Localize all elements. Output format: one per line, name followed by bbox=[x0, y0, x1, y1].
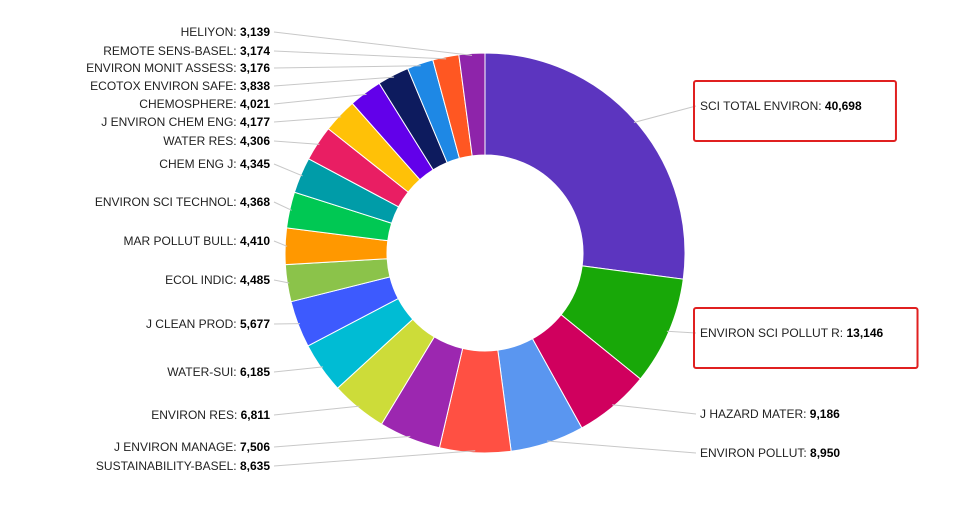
label-name: CHEMOSPHERE: bbox=[139, 97, 240, 111]
label-value: 7,506 bbox=[240, 440, 270, 454]
label-environ-pollut: ENVIRON POLLUT: 8,950 bbox=[700, 446, 840, 460]
label-value: 4,368 bbox=[240, 195, 270, 209]
label-name: ENVIRON RES: bbox=[151, 408, 240, 422]
label-value: 6,811 bbox=[241, 408, 271, 422]
label-heliyon: HELIYON: 3,139 bbox=[181, 25, 271, 39]
slice-sci-total-environ[interactable] bbox=[484, 52, 686, 280]
leader-mar-pollut-bull bbox=[273, 240, 288, 247]
label-value: 4,021 bbox=[240, 97, 270, 111]
leader-environ-monit-assess bbox=[273, 65, 421, 69]
highlight-box-sci-total-environ bbox=[693, 80, 897, 142]
label-value: 3,176 bbox=[240, 61, 270, 75]
label-value: 4,485 bbox=[240, 273, 270, 287]
label-value: 13,146 bbox=[846, 326, 883, 340]
label-value: 8,950 bbox=[810, 446, 840, 460]
leader-ecol-indic bbox=[273, 279, 290, 284]
label-value: 4,345 bbox=[240, 157, 270, 171]
leader-remote-sens-basel bbox=[273, 50, 447, 60]
label-name: MAR POLLUT BULL: bbox=[123, 234, 239, 248]
label-name: ECOTOX ENVIRON SAFE: bbox=[90, 79, 240, 93]
label-value: 40,698 bbox=[825, 99, 862, 113]
label-j-environ-manage: J ENVIRON MANAGE: 7,506 bbox=[114, 440, 270, 454]
leader-j-environ-chem-eng bbox=[273, 116, 342, 123]
label-j-environ-chem-eng: J ENVIRON CHEM ENG: 4,177 bbox=[101, 115, 270, 129]
leader-water-sui bbox=[273, 366, 324, 373]
label-name: J HAZARD MATER: bbox=[700, 407, 810, 421]
label-water-sui: WATER-SUI: 6,185 bbox=[167, 365, 270, 379]
label-name: WATER-SUI: bbox=[167, 365, 240, 379]
leader-environ-sci-technol bbox=[273, 201, 292, 211]
label-mar-pollut-bull: MAR POLLUT BULL: 4,410 bbox=[123, 234, 270, 248]
label-environ-monit-assess: ENVIRON MONIT ASSESS: 3,176 bbox=[86, 61, 270, 75]
label-name: REMOTE SENS-BASEL: bbox=[103, 44, 240, 58]
highlight-box-environ-sci-pollut-r bbox=[693, 307, 919, 369]
leader-sci-total-environ bbox=[633, 105, 697, 123]
label-value: 3,838 bbox=[240, 79, 270, 93]
label-sustainability-basel: SUSTAINABILITY-BASEL: 8,635 bbox=[96, 459, 270, 473]
label-chemosphere: CHEMOSPHERE: 4,021 bbox=[139, 97, 270, 111]
label-value: 4,306 bbox=[240, 134, 270, 148]
slice-labels: SCI TOTAL ENVIRON: 40,698 ENVIRON SCI POL… bbox=[86, 25, 883, 473]
label-water-res: WATER RES: 4,306 bbox=[163, 134, 270, 148]
label-name: J CLEAN PROD: bbox=[146, 317, 240, 331]
label-leader-lines bbox=[273, 31, 697, 467]
label-environ-sci-pollut-r: ENVIRON SCI POLLUT R: 13,146 bbox=[700, 326, 884, 340]
highlight-boxes bbox=[693, 80, 919, 369]
label-name: ECOL INDIC: bbox=[165, 273, 240, 287]
label-value: 4,410 bbox=[240, 234, 270, 248]
leader-chem-eng-j bbox=[273, 163, 303, 177]
label-sci-total-environ: SCI TOTAL ENVIRON: 40,698 bbox=[700, 99, 862, 113]
label-environ-res: ENVIRON RES: 6,811 bbox=[151, 408, 270, 422]
label-value: 6,185 bbox=[240, 365, 270, 379]
leader-j-hazard-mater bbox=[612, 404, 697, 415]
label-value: 9,186 bbox=[810, 407, 840, 421]
leader-heliyon bbox=[273, 31, 473, 56]
label-value: 5,677 bbox=[240, 317, 270, 331]
label-ecotox-environ-safe: ECOTOX ENVIRON SAFE: 3,838 bbox=[90, 79, 270, 93]
label-name: ENVIRON SCI TECHNOL: bbox=[95, 195, 240, 209]
label-name: J ENVIRON MANAGE: bbox=[114, 440, 240, 454]
leader-chemosphere bbox=[273, 93, 367, 105]
label-name: WATER RES: bbox=[163, 134, 240, 148]
label-value: 3,174 bbox=[240, 44, 270, 58]
leader-water-res bbox=[273, 140, 320, 145]
label-name: ENVIRON POLLUT: bbox=[700, 446, 810, 460]
leader-environ-sci-pollut-r bbox=[666, 330, 697, 334]
label-j-clean-prod: J CLEAN PROD: 5,677 bbox=[146, 317, 270, 331]
label-j-hazard-mater: J HAZARD MATER: 9,186 bbox=[700, 407, 840, 421]
leader-ecotox-environ-safe bbox=[273, 76, 395, 87]
donut-slices bbox=[284, 52, 686, 454]
label-name: SUSTAINABILITY-BASEL: bbox=[96, 459, 240, 473]
label-name: ENVIRON MONIT ASSESS: bbox=[86, 61, 240, 75]
label-name: ENVIRON SCI POLLUT R: bbox=[700, 326, 846, 340]
label-environ-sci-technol: ENVIRON SCI TECHNOL: 4,368 bbox=[95, 195, 270, 209]
label-remote-sens-basel: REMOTE SENS-BASEL: 3,174 bbox=[103, 44, 270, 58]
label-chem-eng-j: CHEM ENG J: 4,345 bbox=[159, 157, 270, 171]
label-name: HELIYON: bbox=[181, 25, 240, 39]
label-value: 4,177 bbox=[240, 115, 270, 129]
label-value: 3,139 bbox=[240, 25, 270, 39]
label-name: J ENVIRON CHEM ENG: bbox=[101, 115, 240, 129]
label-ecol-indic: ECOL INDIC: 4,485 bbox=[165, 273, 270, 287]
label-value: 8,635 bbox=[240, 459, 270, 473]
label-name: CHEM ENG J: bbox=[159, 157, 240, 171]
leader-sustainability-basel bbox=[273, 450, 476, 467]
leader-environ-res bbox=[273, 405, 360, 416]
leader-environ-pollut bbox=[546, 440, 697, 454]
label-name: SCI TOTAL ENVIRON: bbox=[700, 99, 825, 113]
slice-heliyon[interactable] bbox=[458, 52, 486, 157]
leader-j-environ-manage bbox=[273, 435, 411, 448]
